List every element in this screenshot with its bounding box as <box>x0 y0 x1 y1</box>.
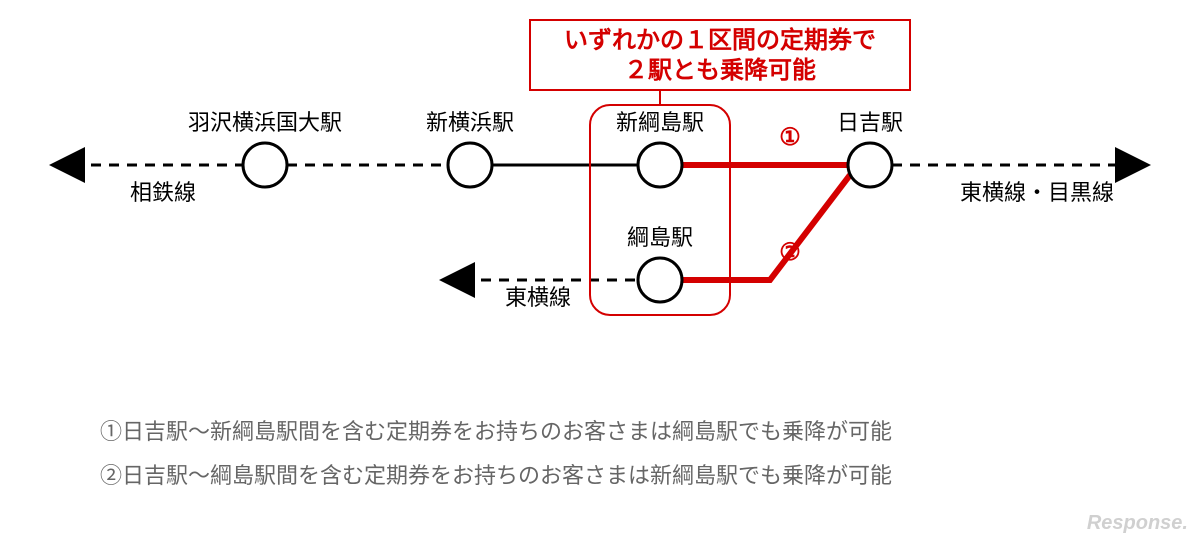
edge-5 <box>682 175 850 280</box>
edge-label-3: ① <box>779 124 801 151</box>
line-label-1: 東横線・目黒線 <box>960 180 1114 205</box>
explanation-line-1: ①日吉駅～新綱島駅間を含む定期券をお持ちのお客さまは綱島駅でも乗降が可能 <box>100 410 892 454</box>
station-label-shinyokohama: 新横浜駅 <box>426 110 514 135</box>
station-shinyokohama <box>448 143 492 187</box>
edge-label-5: ② <box>779 239 801 266</box>
callout-line1: いずれかの１区間の定期券で <box>564 26 876 54</box>
line-label-2: 東横線 <box>505 285 571 310</box>
station-hazawa <box>243 143 287 187</box>
callout-line2: ２駅とも乗降可能 <box>624 56 816 84</box>
station-label-shintsunashima: 新綱島駅 <box>616 110 704 135</box>
station-label-hiyoshi: 日吉駅 <box>837 110 903 135</box>
station-tsunashima <box>638 258 682 302</box>
explanation-line-2: ②日吉駅～綱島駅間を含む定期券をお持ちのお客さまは新綱島駅でも乗降が可能 <box>100 454 892 498</box>
station-label-hazawa: 羽沢横浜国大駅 <box>188 110 342 135</box>
explanation-block: ①日吉駅～新綱島駅間を含む定期券をお持ちのお客さまは綱島駅でも乗降が可能 ②日吉… <box>100 410 892 498</box>
diagram-svg: いずれかの１区間の定期券で２駅とも乗降可能 ① ② 羽沢横浜国大駅 新横浜駅 新綱島駅 日吉… <box>0 0 1198 380</box>
station-shintsunashima <box>638 143 682 187</box>
station-label-tsunashima: 綱島駅 <box>627 225 693 250</box>
line-label-0: 相鉄線 <box>130 180 196 205</box>
railway-diagram: いずれかの１区間の定期券で２駅とも乗降可能 ① ② 羽沢横浜国大駅 新横浜駅 新綱島駅 日吉… <box>0 0 1198 380</box>
watermark: Response. <box>1087 512 1188 535</box>
station-hiyoshi <box>848 143 892 187</box>
